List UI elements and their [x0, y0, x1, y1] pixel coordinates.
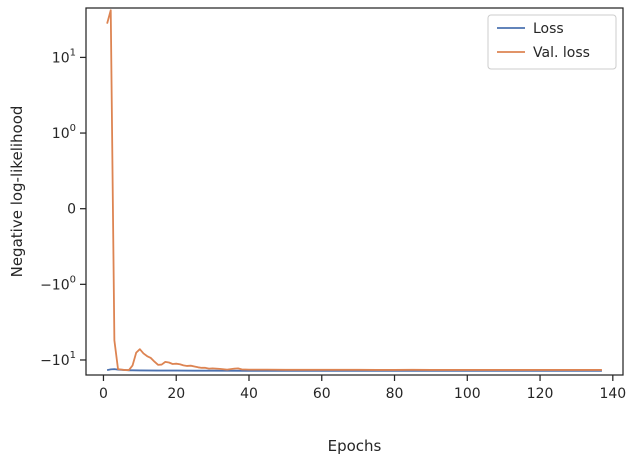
y-tick-label: −100: [40, 274, 76, 293]
series-line-val-loss: [106, 9, 602, 371]
y-tick-label: −101: [40, 350, 76, 369]
x-tick-label: 0: [99, 386, 108, 402]
y-tick-label: 100: [52, 123, 76, 142]
y-axis-ticks: 101 100 0 −100 −101: [40, 47, 86, 369]
y-tick-label: 0: [67, 202, 76, 218]
x-tick-label: 20: [167, 386, 185, 402]
x-axis-ticks: 0 20 40 60 80 100 120 140: [99, 375, 626, 402]
plot-frame: [85, 7, 624, 376]
x-tick-label: 100: [454, 386, 481, 402]
y-tick-label: 101: [52, 47, 76, 66]
x-tick-label: 40: [240, 386, 258, 402]
legend-entry: Loss: [533, 21, 564, 37]
x-tick-label: 120: [527, 386, 554, 402]
x-tick-label: 140: [599, 386, 626, 402]
x-tick-label: 80: [386, 386, 404, 402]
series-layer: [106, 9, 602, 372]
x-axis-label: Epochs: [328, 437, 382, 455]
legend-entry: Val. loss: [533, 45, 590, 61]
y-axis-label: Negative log-likelihood: [8, 106, 26, 278]
legend: Loss Val. loss: [487, 14, 617, 70]
x-tick-label: 60: [313, 386, 331, 402]
